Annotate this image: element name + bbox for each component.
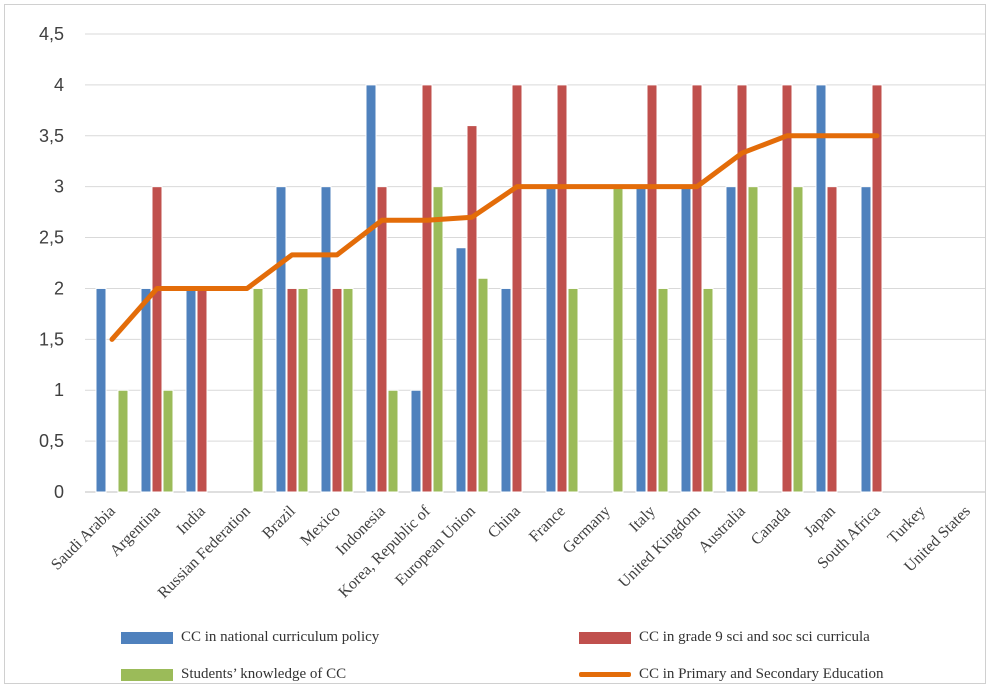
y-tick-label: 0 [54, 482, 64, 502]
legend-item-knowledge: Students’ knowledge of CC [121, 666, 346, 683]
bar [736, 84, 748, 493]
y-tick-label: 0,5 [39, 431, 64, 451]
bar [95, 287, 107, 493]
bar [297, 287, 309, 493]
legend-swatch-policy [121, 631, 173, 644]
legend-line-primary-secondary [579, 672, 631, 677]
legend-label-curricula: CC in grade 9 sci and soc sci curricula [639, 629, 870, 645]
bar [691, 84, 703, 493]
bar [646, 84, 658, 493]
legend-label-knowledge: Students’ knowledge of CC [181, 666, 347, 682]
bar [162, 389, 174, 493]
bar [410, 389, 422, 493]
bar [117, 389, 129, 493]
bar [342, 287, 354, 493]
y-tick-label: 3 [54, 177, 64, 197]
bar [365, 84, 377, 493]
bar [612, 186, 624, 493]
bar [657, 287, 669, 493]
y-tick-label: 4 [54, 75, 64, 95]
x-tick-label: India [174, 503, 209, 538]
bar [567, 287, 579, 493]
x-tick-label: China [485, 503, 524, 542]
bar [331, 287, 343, 493]
bar [185, 287, 197, 493]
bar [466, 125, 478, 493]
legend-label-primary-secondary: CC in Primary and Secondary Education [639, 666, 884, 682]
bar [680, 186, 692, 493]
legend-item-curricula: CC in grade 9 sci and soc sci curricula [579, 629, 870, 646]
bar [556, 84, 568, 493]
x-tick-label: Australia [695, 503, 748, 556]
bar [747, 186, 759, 493]
x-tick-label: Turkey [885, 503, 929, 547]
x-tick-label: European Union [392, 503, 478, 589]
bar [151, 186, 163, 493]
bar [455, 247, 467, 493]
bar [545, 186, 557, 493]
bar [871, 84, 883, 493]
y-tick-label: 4,5 [39, 24, 64, 44]
bar [511, 84, 523, 493]
x-tick-label: Saudi Arabia [48, 503, 119, 574]
y-tick-label: 2,5 [39, 228, 64, 248]
bar [702, 287, 714, 493]
bar [815, 84, 827, 493]
bar [376, 186, 388, 493]
x-tick-label: Canada [748, 503, 794, 549]
x-tick-label: Italy [626, 503, 659, 536]
bar [432, 186, 444, 493]
legend-swatch-curricula [579, 631, 631, 644]
bar [725, 186, 737, 493]
bar [252, 287, 264, 493]
x-tick-label: France [526, 503, 569, 546]
chart-frame: 0 0,5 1 1,5 2 2,5 3 3,5 4 4,5 Saudi Arabia Argentin… [4, 4, 986, 684]
bar [635, 186, 647, 493]
bar [826, 186, 838, 493]
y-tick-label: 1 [54, 380, 64, 400]
bar [387, 389, 399, 493]
bar [781, 84, 793, 493]
bar [286, 287, 298, 493]
x-tick-label: Japan [801, 503, 839, 541]
bar [196, 287, 208, 493]
bar [860, 186, 872, 493]
y-tick-label: 3,5 [39, 126, 64, 146]
bar [140, 287, 152, 493]
bar [500, 287, 512, 493]
x-tick-label: Germany [560, 503, 614, 557]
y-tick-label: 1,5 [39, 329, 64, 349]
y-tick-label: 2 [54, 278, 64, 298]
legend-item-policy: CC in national curriculum policy [121, 629, 379, 646]
legend-label-policy: CC in national curriculum policy [181, 629, 380, 645]
x-tick-label: United Kingdom [615, 502, 704, 591]
series-line [109, 133, 880, 342]
bar [421, 84, 433, 493]
x-tick-label: Brazil [259, 502, 299, 542]
legend-swatch-knowledge [121, 668, 173, 681]
legend-item-primary-secondary: CC in Primary and Secondary Education [579, 666, 884, 683]
bar [275, 186, 287, 493]
bar [477, 277, 489, 493]
bar [320, 186, 332, 493]
bar [792, 186, 804, 493]
